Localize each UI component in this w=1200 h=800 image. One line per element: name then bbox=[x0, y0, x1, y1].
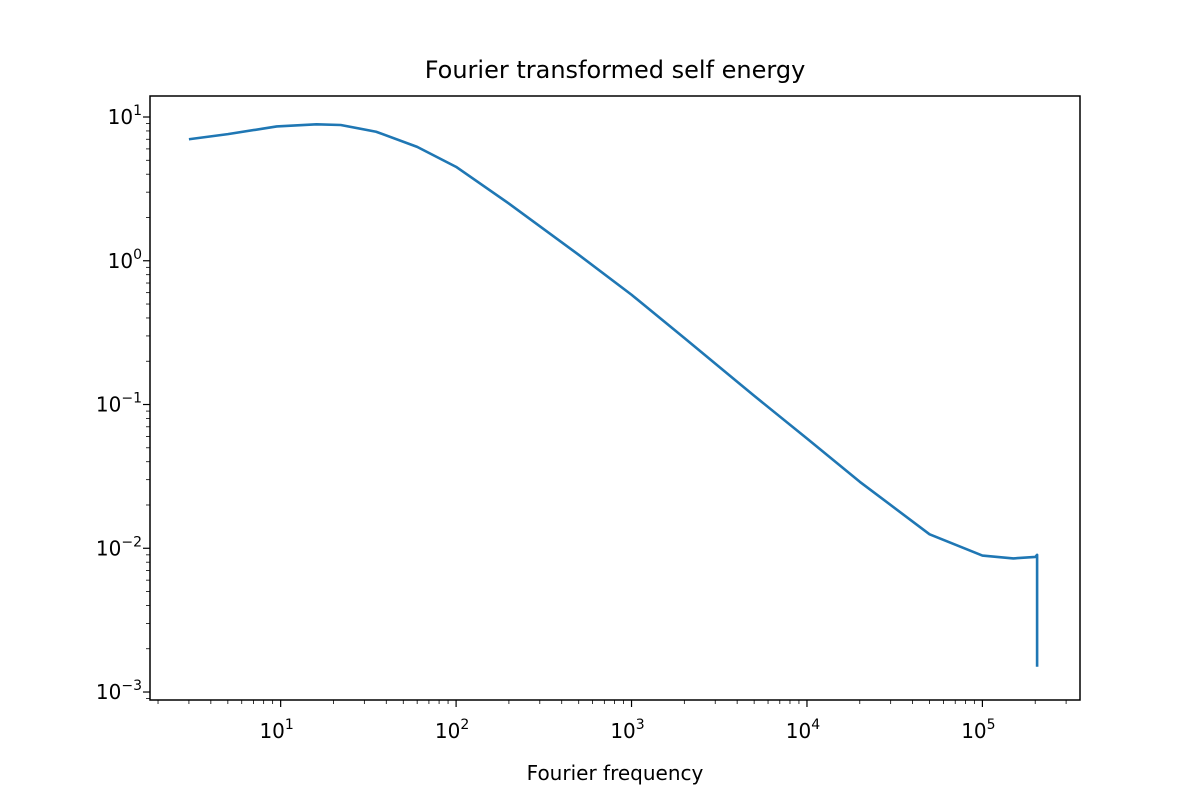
chart-title: Fourier transformed self energy bbox=[425, 56, 806, 84]
y-tick-label-3: 10−2 bbox=[96, 534, 142, 560]
y-tick-label-2: 10−1 bbox=[96, 391, 142, 417]
x-tick-label-2: 103 bbox=[610, 717, 644, 743]
x-axis-label: Fourier frequency bbox=[527, 761, 704, 785]
x-tick-label-4: 105 bbox=[961, 717, 995, 743]
y-tick-label-0: 101 bbox=[108, 103, 142, 129]
y-tick-label-1: 100 bbox=[108, 247, 142, 273]
y-tick-label-4: 10−3 bbox=[96, 678, 142, 704]
x-tick-label-1: 102 bbox=[435, 717, 469, 743]
plot-area: 101 102 103 104 105 101 100 10−1 10−2 10−3 bbox=[96, 103, 1067, 743]
x-tick-label-3: 104 bbox=[786, 717, 820, 743]
plot-frame bbox=[149, 95, 1081, 701]
series-line-0 bbox=[188, 122, 1039, 667]
x-tick-label-0: 101 bbox=[259, 717, 293, 743]
